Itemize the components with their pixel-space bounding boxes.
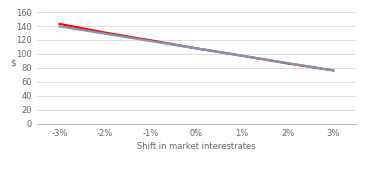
Share (286, 62, 290, 64)
Share (57, 23, 62, 25)
Bond (103, 33, 107, 35)
Share (240, 55, 244, 57)
Bond (331, 69, 335, 71)
Share (331, 69, 335, 71)
Share (194, 47, 199, 49)
Share (149, 39, 153, 41)
Y-axis label: $: $ (10, 59, 16, 68)
X-axis label: Shift in market interestrates: Shift in market interestrates (137, 142, 256, 151)
Bond (286, 62, 290, 64)
Share (103, 32, 107, 34)
Bond (149, 40, 153, 42)
Bond (57, 25, 62, 27)
Bond (194, 47, 199, 49)
Line: Bond: Bond (59, 26, 333, 70)
Bond (240, 55, 244, 57)
Line: Share: Share (59, 24, 333, 70)
